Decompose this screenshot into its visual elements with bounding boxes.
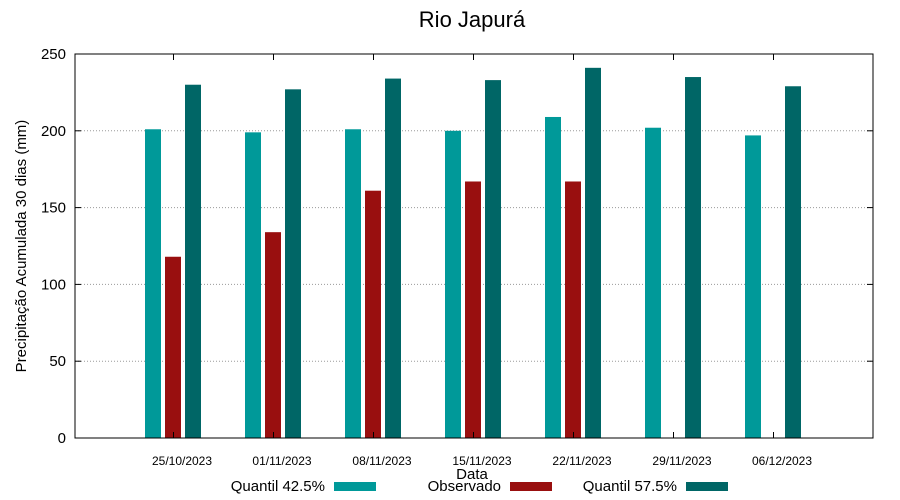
- bar: [685, 77, 701, 438]
- bar: [385, 78, 401, 439]
- bar: [465, 181, 481, 438]
- bar: [185, 84, 201, 438]
- bars: [145, 67, 801, 439]
- bar: [645, 127, 661, 438]
- bar: [445, 130, 461, 439]
- chart-title: Rio Japurá: [419, 7, 526, 32]
- x-tick-label: 25/10/2023: [152, 454, 212, 468]
- y-tick-label: 100: [41, 276, 66, 293]
- bar: [345, 129, 361, 438]
- bar: [785, 86, 801, 439]
- bar: [485, 80, 501, 438]
- legend-label: Observado: [428, 478, 501, 495]
- bar: [265, 232, 281, 438]
- x-tick-label: 22/11/2023: [552, 454, 611, 468]
- y-tick-label: 250: [41, 46, 66, 63]
- x-tick-label: 29/11/2023: [652, 454, 711, 468]
- bar: [245, 132, 261, 438]
- bar: [565, 181, 581, 438]
- x-tick-label: 08/11/2023: [352, 454, 411, 468]
- y-tick-label: 50: [49, 353, 66, 370]
- bar: [585, 67, 601, 438]
- y-axis-ticks: 0 50 100 150 200 250: [41, 46, 873, 447]
- y-axis-label: Precipitação Acumulada 30 dias (mm): [13, 120, 30, 373]
- bar: [285, 89, 301, 438]
- x-tick-label: 06/12/2023: [752, 454, 812, 468]
- legend-swatch: [334, 482, 376, 491]
- y-tick-label: 150: [41, 200, 66, 217]
- x-tick-label: 15/11/2023: [452, 454, 511, 468]
- legend-label: Quantil 57.5%: [583, 478, 677, 495]
- legend-swatch: [686, 482, 728, 491]
- x-axis-ticks: 25/10/2023 01/11/2023 08/11/2023 15/11/2023…: [152, 54, 812, 468]
- bar: [545, 116, 561, 438]
- legend-label: Quantil 42.5%: [231, 478, 325, 495]
- bar: [365, 190, 381, 438]
- bar: [145, 129, 161, 438]
- y-tick-label: 0: [58, 430, 66, 447]
- legend-swatch: [510, 482, 552, 491]
- plot-frame: [74, 53, 874, 439]
- x-tick-label: 01/11/2023: [252, 454, 311, 468]
- bar: [165, 256, 181, 438]
- x-axis-label: Data: [456, 466, 488, 483]
- y-tick-label: 200: [41, 123, 66, 140]
- bar: [745, 135, 761, 438]
- legend: Quantil 42.5% Observado Quantil 57.5%: [231, 478, 728, 495]
